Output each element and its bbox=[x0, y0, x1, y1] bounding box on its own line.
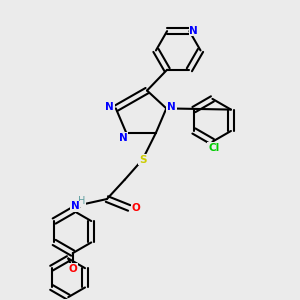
Text: O: O bbox=[68, 264, 77, 274]
Text: Cl: Cl bbox=[208, 143, 220, 153]
Text: S: S bbox=[139, 154, 146, 164]
Text: H: H bbox=[78, 196, 85, 206]
Text: N: N bbox=[106, 102, 114, 112]
Text: N: N bbox=[119, 133, 128, 143]
Text: N: N bbox=[167, 102, 176, 112]
Text: N: N bbox=[71, 202, 80, 212]
Text: O: O bbox=[131, 203, 140, 213]
Text: N: N bbox=[190, 26, 198, 35]
